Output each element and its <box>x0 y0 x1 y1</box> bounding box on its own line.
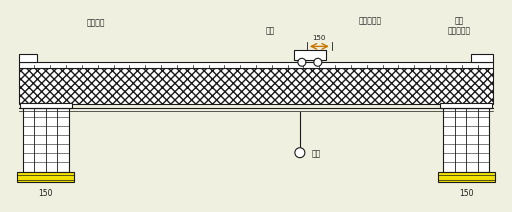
Circle shape <box>314 58 322 66</box>
Text: 在引导标机: 在引导标机 <box>448 26 471 35</box>
Circle shape <box>298 58 306 66</box>
Text: 吊钩: 吊钩 <box>312 149 321 158</box>
Text: 反坐导标机: 反坐导标机 <box>358 16 381 25</box>
Bar <box>438 172 495 183</box>
Bar <box>440 103 493 108</box>
Text: 150: 150 <box>313 35 326 41</box>
Text: 150: 150 <box>459 190 474 198</box>
Text: 天车: 天车 <box>455 16 464 25</box>
Bar <box>472 54 494 62</box>
Bar <box>19 103 72 108</box>
Bar <box>294 50 326 60</box>
Bar <box>443 108 489 172</box>
Text: 150: 150 <box>38 190 53 198</box>
Bar <box>18 62 494 68</box>
Text: 天车: 天车 <box>265 26 274 35</box>
Bar <box>17 172 74 183</box>
Bar <box>18 54 36 62</box>
Bar <box>23 108 69 172</box>
Circle shape <box>295 148 305 158</box>
Text: 倒桁调车: 倒桁调车 <box>86 18 104 27</box>
Bar <box>18 68 494 104</box>
